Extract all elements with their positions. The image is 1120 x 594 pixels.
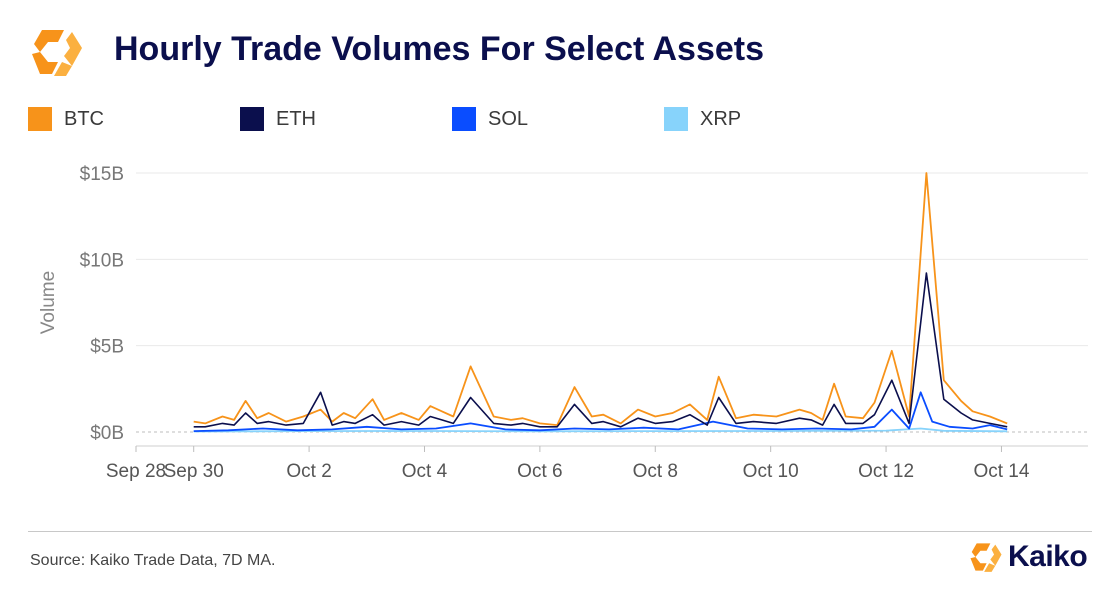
source-note: Source: Kaiko Trade Data, 7D MA. [30, 552, 276, 569]
series-line-xrp [193, 427, 1008, 433]
chart-legend: BTC ETH SOL XRP [28, 104, 928, 134]
series-line-btc [193, 172, 1008, 427]
x-tick-label: Oct 14 [973, 461, 1029, 482]
kaiko-logo-icon [32, 30, 82, 76]
y-tick-label: $10B [80, 250, 124, 271]
series-line-eth [193, 272, 1008, 428]
legend-swatch-xrp [664, 107, 688, 131]
y-tick-label: $0B [90, 423, 124, 444]
x-tick-label: Oct 8 [633, 461, 678, 482]
x-tick-label: Sep 28 [106, 461, 166, 482]
brand-mark: Kaiko [968, 540, 1088, 574]
legend-swatch-btc [28, 107, 52, 131]
x-tick-label: Oct 12 [858, 461, 914, 482]
legend-item-btc: BTC [28, 104, 104, 134]
legend-label-sol: SOL [488, 107, 529, 130]
legend-item-eth: ETH [240, 104, 316, 134]
page-title: Hourly Trade Volumes For Select Assets [114, 30, 765, 68]
legend-swatch-sol [452, 107, 476, 131]
series-line-sol [193, 391, 1008, 432]
x-tick-label: Oct 2 [286, 461, 331, 482]
footer-divider [28, 531, 1092, 532]
brand-name: Kaiko [1008, 540, 1088, 573]
legend-item-sol: SOL [452, 104, 528, 134]
legend-label-eth: ETH [276, 107, 316, 130]
x-tick-label: Oct 10 [743, 461, 799, 482]
legend-swatch-eth [240, 107, 264, 131]
legend-item-xrp: XRP [664, 104, 741, 134]
x-tick-label: Oct 4 [402, 461, 448, 482]
y-tick-label: $15B [80, 164, 124, 185]
legend-label-btc: BTC [64, 107, 104, 130]
y-tick-label: $5B [90, 337, 124, 358]
x-tick-label: Sep 30 [164, 461, 224, 482]
legend-label-xrp: XRP [700, 107, 742, 130]
kaiko-brand-icon [970, 543, 1002, 572]
y-axis-title: Volume [38, 271, 59, 334]
x-tick-label: Oct 6 [517, 461, 562, 482]
